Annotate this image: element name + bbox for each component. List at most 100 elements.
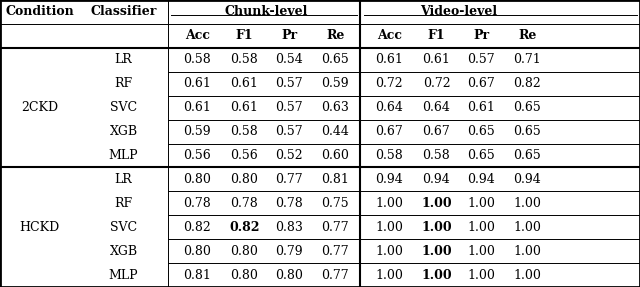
Text: 0.79: 0.79	[275, 245, 303, 258]
Text: Condition: Condition	[5, 5, 74, 18]
Text: 0.58: 0.58	[422, 149, 451, 162]
Text: 0.58: 0.58	[183, 53, 211, 66]
Text: 0.82: 0.82	[229, 221, 260, 234]
Text: 0.72: 0.72	[422, 77, 451, 90]
Text: 0.77: 0.77	[275, 173, 303, 186]
Text: 0.56: 0.56	[183, 149, 211, 162]
Text: 0.80: 0.80	[230, 245, 259, 258]
Text: 0.61: 0.61	[422, 53, 451, 66]
Text: 0.72: 0.72	[375, 77, 403, 90]
Text: 0.83: 0.83	[275, 221, 303, 234]
Text: 0.44: 0.44	[321, 125, 349, 138]
Text: 0.58: 0.58	[375, 149, 403, 162]
Text: 1.00: 1.00	[467, 245, 495, 258]
Text: 1.00: 1.00	[513, 221, 541, 234]
Text: 0.81: 0.81	[321, 173, 349, 186]
Text: 0.57: 0.57	[275, 125, 303, 138]
Text: 0.80: 0.80	[230, 173, 259, 186]
Text: 0.57: 0.57	[275, 101, 303, 114]
Text: 0.67: 0.67	[375, 125, 403, 138]
Text: 0.65: 0.65	[513, 149, 541, 162]
Text: 0.61: 0.61	[375, 53, 403, 66]
Text: 0.59: 0.59	[183, 125, 211, 138]
Text: 0.60: 0.60	[321, 149, 349, 162]
Text: 0.80: 0.80	[183, 245, 211, 258]
Text: MLP: MLP	[109, 149, 138, 162]
Text: 0.65: 0.65	[513, 101, 541, 114]
Text: 1.00: 1.00	[375, 245, 403, 258]
Text: 0.94: 0.94	[513, 173, 541, 186]
Text: Pr: Pr	[473, 29, 490, 42]
Text: SVC: SVC	[110, 101, 137, 114]
Text: 0.82: 0.82	[513, 77, 541, 90]
Text: 0.58: 0.58	[230, 53, 259, 66]
Text: 0.61: 0.61	[183, 77, 211, 90]
Text: 0.94: 0.94	[375, 173, 403, 186]
Text: 0.61: 0.61	[230, 77, 259, 90]
Text: SVC: SVC	[110, 221, 137, 234]
Text: 1.00: 1.00	[513, 245, 541, 258]
Text: 1.00: 1.00	[421, 269, 452, 282]
Text: 1.00: 1.00	[513, 269, 541, 282]
Text: 0.52: 0.52	[275, 149, 303, 162]
Text: 0.61: 0.61	[467, 101, 495, 114]
Text: 0.80: 0.80	[275, 269, 303, 282]
Text: 0.82: 0.82	[183, 221, 211, 234]
Text: 0.61: 0.61	[183, 101, 211, 114]
Text: Acc: Acc	[376, 29, 402, 42]
Text: Chunk-level: Chunk-level	[225, 5, 308, 18]
Text: 0.63: 0.63	[321, 101, 349, 114]
Text: Re: Re	[518, 29, 536, 42]
Text: F1: F1	[428, 29, 445, 42]
Text: 1.00: 1.00	[467, 269, 495, 282]
Text: 0.61: 0.61	[230, 101, 259, 114]
Text: 0.78: 0.78	[275, 197, 303, 210]
Text: 1.00: 1.00	[467, 197, 495, 210]
Text: 0.67: 0.67	[422, 125, 451, 138]
Text: RF: RF	[115, 197, 132, 210]
Text: 0.78: 0.78	[183, 197, 211, 210]
Text: 1.00: 1.00	[421, 197, 452, 210]
Text: 1.00: 1.00	[375, 269, 403, 282]
Text: 0.94: 0.94	[422, 173, 451, 186]
Text: RF: RF	[115, 77, 132, 90]
Text: 0.56: 0.56	[230, 149, 259, 162]
Text: 2CKD: 2CKD	[21, 101, 58, 114]
Text: 0.57: 0.57	[275, 77, 303, 90]
Text: F1: F1	[236, 29, 253, 42]
Text: 0.77: 0.77	[321, 221, 349, 234]
Text: HCKD: HCKD	[20, 221, 60, 234]
Text: 0.65: 0.65	[321, 53, 349, 66]
Text: 0.71: 0.71	[513, 53, 541, 66]
Text: Acc: Acc	[184, 29, 210, 42]
Text: 0.65: 0.65	[467, 125, 495, 138]
Text: 0.57: 0.57	[467, 53, 495, 66]
Text: Re: Re	[326, 29, 344, 42]
Text: XGB: XGB	[109, 245, 138, 258]
Text: 0.65: 0.65	[513, 125, 541, 138]
Text: 0.59: 0.59	[321, 77, 349, 90]
Text: Video-level: Video-level	[420, 5, 497, 18]
Text: 1.00: 1.00	[421, 245, 452, 258]
Text: LR: LR	[115, 53, 132, 66]
Text: 0.58: 0.58	[230, 125, 259, 138]
Text: 0.54: 0.54	[275, 53, 303, 66]
Text: 0.80: 0.80	[183, 173, 211, 186]
Text: 0.81: 0.81	[183, 269, 211, 282]
Text: 1.00: 1.00	[421, 221, 452, 234]
Text: MLP: MLP	[109, 269, 138, 282]
Text: Classifier: Classifier	[90, 5, 157, 18]
Text: 0.77: 0.77	[321, 269, 349, 282]
Text: 0.78: 0.78	[230, 197, 259, 210]
Text: LR: LR	[115, 173, 132, 186]
Text: 0.75: 0.75	[321, 197, 349, 210]
Text: 0.77: 0.77	[321, 245, 349, 258]
Text: 1.00: 1.00	[513, 197, 541, 210]
Text: 0.80: 0.80	[230, 269, 259, 282]
Text: XGB: XGB	[109, 125, 138, 138]
Text: 1.00: 1.00	[375, 221, 403, 234]
Text: 0.65: 0.65	[467, 149, 495, 162]
Text: 1.00: 1.00	[467, 221, 495, 234]
Text: 1.00: 1.00	[375, 197, 403, 210]
Text: Pr: Pr	[281, 29, 298, 42]
